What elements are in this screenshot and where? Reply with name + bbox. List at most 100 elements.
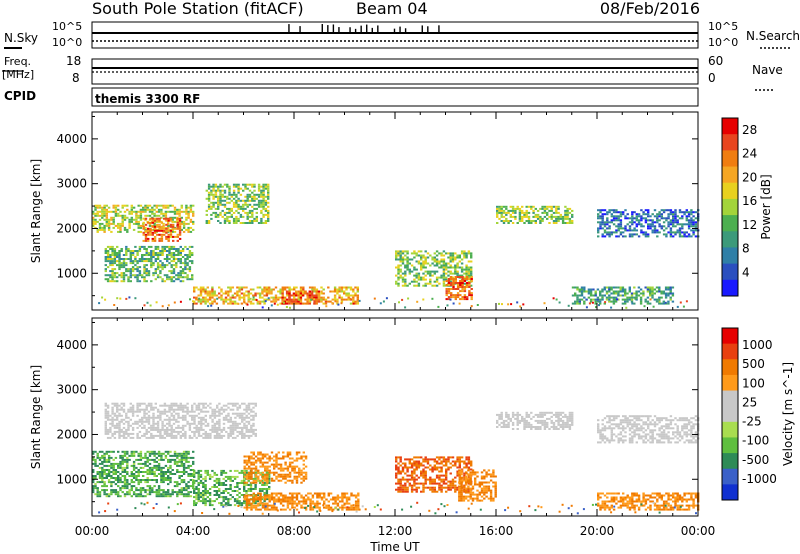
power-echo-cell	[599, 300, 602, 303]
velocity-echo-cell	[162, 452, 165, 455]
power-echo-cell	[126, 216, 129, 219]
power-echo-cell	[555, 220, 558, 222]
power-echo-cell	[165, 235, 168, 238]
velocity-echo-cell	[114, 483, 118, 486]
velocity-echo-cell	[132, 452, 136, 455]
power-echo-cell	[451, 254, 455, 257]
velocity-echo-cell	[157, 450, 161, 453]
velocity-echo-cell	[111, 434, 114, 437]
velocity-echo-cell	[103, 454, 106, 457]
velocity-echo-cell	[227, 414, 230, 417]
power-echo-cell	[170, 252, 173, 254]
velocity-echo-cell	[245, 459, 249, 462]
power-scatter-cell	[664, 301, 667, 304]
power-echo-cell	[163, 250, 167, 252]
power-echo-cell	[608, 221, 611, 224]
power-echo-cell	[546, 207, 549, 210]
velocity-echo-cell	[114, 456, 118, 459]
power-echo-cell	[207, 199, 211, 202]
velocity-echo-cell	[180, 464, 183, 467]
power-echo-cell	[637, 219, 641, 222]
velocity-echo-cell	[257, 459, 260, 462]
power-echo-cell	[135, 210, 138, 213]
power-echo-cell	[647, 235, 650, 238]
power-echo-cell	[447, 252, 450, 255]
power-echo-cell	[646, 286, 650, 289]
velocity-echo-cell	[227, 426, 230, 429]
power-echo-cell	[466, 298, 469, 301]
power-echo-cell	[207, 193, 211, 196]
velocity-echo-cell	[250, 434, 253, 437]
power-echo-cell	[232, 183, 236, 186]
power-echo-cell	[445, 290, 448, 293]
power-echo-cell	[270, 300, 273, 303]
velocity-echo-cell	[145, 412, 148, 415]
power-echo-cell	[223, 203, 227, 206]
power-echo-cell	[178, 237, 182, 240]
velocity-echo-cell	[118, 422, 121, 425]
power-echo-cell	[204, 300, 207, 303]
power-echo-cell	[256, 286, 259, 289]
power-echo-cell	[274, 296, 278, 299]
power-echo-cell	[338, 290, 341, 293]
power-echo-cell	[244, 222, 247, 224]
power-echo-cell	[189, 204, 193, 207]
power-echo-cell	[257, 193, 261, 196]
velocity-echo-cell	[148, 479, 152, 481]
velocity-echo-cell	[178, 471, 181, 473]
power-echo-cell	[110, 230, 113, 233]
power-echo-cell	[180, 222, 183, 225]
power-echo-cell	[161, 264, 164, 267]
power-echo-cell	[217, 205, 220, 208]
power-echo-cell	[163, 245, 167, 248]
power-echo-cell	[466, 284, 469, 286]
velocity-echo-cell	[241, 426, 244, 429]
velocity-echo-cell	[307, 492, 310, 495]
power-echo-cell	[184, 272, 187, 275]
velocity-echo-cell	[193, 488, 196, 490]
velocity-echo-cell	[197, 496, 200, 499]
velocity-echo-cell	[295, 494, 299, 497]
power-echo-cell	[138, 270, 142, 273]
power-echo-cell	[134, 268, 137, 271]
velocity-echo-cell	[254, 434, 257, 437]
power-echo-cell	[206, 292, 209, 295]
power-scatter-cell	[373, 297, 376, 300]
velocity-echo-cell	[240, 502, 244, 505]
power-echo-cell	[101, 222, 104, 225]
velocity-echo-cell	[254, 455, 258, 458]
velocity-echo-cell	[131, 404, 135, 407]
power-echo-cell	[440, 260, 443, 263]
velocity-echo-cell	[176, 495, 179, 498]
velocity-echo-cell	[202, 477, 205, 480]
velocity-echo-cell	[250, 469, 253, 472]
power-echo-cell	[404, 280, 407, 283]
power-echo-cell	[640, 231, 643, 234]
power-echo-cell	[228, 187, 231, 190]
velocity-echo-cell	[313, 504, 317, 507]
power-echo-cell	[214, 193, 218, 196]
velocity-echo-cell	[298, 502, 301, 505]
power-echo-cell	[655, 298, 659, 301]
power-echo-cell	[179, 274, 182, 277]
power-echo-cell	[356, 288, 359, 291]
power-echo-cell	[170, 270, 173, 273]
power-echo-cell	[255, 193, 258, 196]
velocity-echo-cell	[224, 475, 228, 478]
velocity-echo-cell	[320, 498, 324, 501]
power-echo-cell	[172, 260, 176, 263]
power-echo-cell	[214, 189, 218, 192]
velocity-echo-cell	[202, 486, 205, 488]
power-echo-cell	[251, 183, 254, 186]
velocity-echo-cell	[236, 500, 239, 503]
power-echo-cell	[210, 217, 213, 220]
power-echo-cell	[420, 266, 423, 269]
power-echo-cell	[608, 286, 611, 289]
velocity-echo-cell	[293, 496, 296, 499]
power-echo-cell	[410, 270, 414, 273]
power-echo-cell	[626, 223, 629, 226]
power-echo-cell	[172, 272, 176, 275]
power-echo-cell	[219, 189, 222, 192]
power-echo-cell	[678, 227, 682, 230]
velocity-echo-cell	[191, 430, 194, 433]
